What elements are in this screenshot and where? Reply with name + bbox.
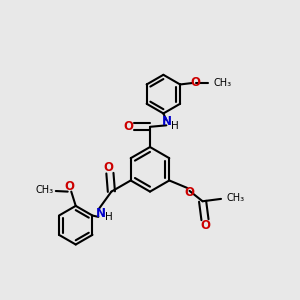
Text: O: O	[190, 76, 201, 89]
Text: O: O	[201, 218, 211, 232]
Text: CH₃: CH₃	[36, 185, 54, 195]
Text: O: O	[184, 186, 194, 199]
Text: H: H	[105, 212, 112, 222]
Text: O: O	[123, 120, 133, 133]
Text: CH₃: CH₃	[213, 78, 232, 88]
Text: H: H	[171, 121, 178, 131]
Text: N: N	[162, 115, 172, 128]
Text: CH₃: CH₃	[227, 193, 245, 203]
Text: O: O	[103, 161, 113, 174]
Text: N: N	[95, 207, 105, 220]
Text: O: O	[65, 180, 75, 194]
